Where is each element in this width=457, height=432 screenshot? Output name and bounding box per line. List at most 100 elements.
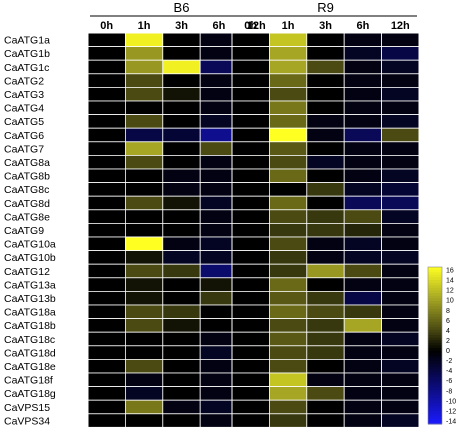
heatmap-cell [125,331,164,347]
heatmap-cell [343,154,383,170]
colorbar-segment [428,319,442,323]
colorbar-segment [428,397,442,401]
heatmap-cell [268,195,308,211]
heatmap-cell [162,209,201,224]
heatmap-cell [87,331,126,347]
heatmap-cell [231,87,270,102]
colorbar-segment [428,298,442,302]
colorbar-segment [428,408,442,412]
colorbar-tick-label: 0 [446,348,450,355]
colorbar-segment [428,290,442,294]
colorbar-tick-label: -8 [446,388,452,395]
colorbar-segment [428,400,442,404]
heatmap-cell [162,263,201,279]
heatmap-cell [268,413,308,428]
colorbar-tick-label: -2 [446,358,452,365]
colorbar-segment [428,376,442,381]
heatmap-cell [268,222,308,238]
heatmap-cell [268,399,308,415]
heatmap-cell [343,195,383,211]
row-label: CaVPS15 [4,402,50,414]
colorbar-segment [428,324,442,328]
colorbar-segment [428,387,442,391]
heatmap-cell [306,236,345,252]
colorbar-segment [428,350,442,354]
heatmap-cell [87,413,126,428]
colorbar-segment [428,282,442,286]
heatmap-cell [343,100,383,116]
heatmap-cell [125,154,164,170]
colorbar-tick-label: -14 [446,419,456,426]
heatmap-cell [87,290,126,306]
heatmap-cell [231,100,270,116]
heatmap-cell [343,114,383,129]
heatmap-cell [125,277,164,292]
heatmap-cell [381,399,420,415]
colorbar-segment [428,410,442,415]
heatmap-cell [343,46,383,61]
colorbar-segment [428,405,442,409]
heatmap-cell [306,304,345,320]
heatmap-cell [125,318,164,333]
colorbar-tick-label: 16 [446,268,454,275]
heatmap-cell [306,222,345,238]
colorbar-tick-label: -4 [446,368,452,375]
heatmap-cell [381,413,420,428]
colorbar-segment [428,395,442,399]
heatmap-cell [125,386,164,401]
colorbar-segment [428,416,442,420]
column-header: 12h [247,20,266,32]
heatmap-cell [381,290,420,306]
heatmap-cell [268,182,308,197]
panel-border [231,32,420,428]
heatmap-cell [125,46,164,61]
column-header: 6h [356,20,369,32]
heatmap-cell [162,399,201,415]
colorbar-tick-label: -10 [446,398,456,405]
heatmap-cell [343,59,383,75]
heatmap-cell [343,331,383,347]
colorbar-segment [428,269,442,273]
column-header: 1h [282,20,295,32]
heatmap-cell [306,277,345,292]
heatmap-cell [343,209,383,224]
colorbar-segment [428,340,442,344]
heatmap-cell [343,168,383,184]
heatmap-cell [162,195,201,211]
heatmap-cell [87,46,126,61]
heatmap-cell [87,358,126,374]
colorbar-segment [428,295,442,299]
heatmap-cell [162,277,201,292]
heatmap-cell [231,236,270,252]
row-label: CaATG5 [4,116,44,128]
heatmap-cell [231,399,270,415]
row-label: CaATG10b [4,252,56,264]
heatmap-cell [381,195,420,211]
heatmap-cell [306,87,345,102]
heatmap-cell [306,290,345,306]
heatmap-cell [343,304,383,320]
heatmap-cell [268,59,308,75]
heatmap-cell [87,32,126,48]
heatmap-cell [231,372,270,388]
colorbar-segment [428,293,442,297]
row-label: CaATG2 [4,75,44,87]
heatmap-cell [268,46,308,61]
row-label: CaVPS34 [4,415,50,427]
heatmap-cell [268,236,308,252]
colorbar-segment [428,374,442,378]
colorbar-tick-label: 2 [446,338,450,345]
heatmap-cell [162,386,201,401]
heatmap-cell [381,250,420,265]
heatmap-cell [125,59,164,75]
heatmap-cell [381,32,420,48]
heatmap-cell [87,250,126,265]
heatmap-cell [343,399,383,415]
heatmap-cell [125,413,164,428]
heatmap-cell [162,127,201,143]
colorbar-segment [428,369,442,373]
column-header: 0h [244,20,257,32]
heatmap-cell [231,73,270,88]
heatmap-cell [268,304,308,320]
row-label: CaATG9 [4,225,44,237]
